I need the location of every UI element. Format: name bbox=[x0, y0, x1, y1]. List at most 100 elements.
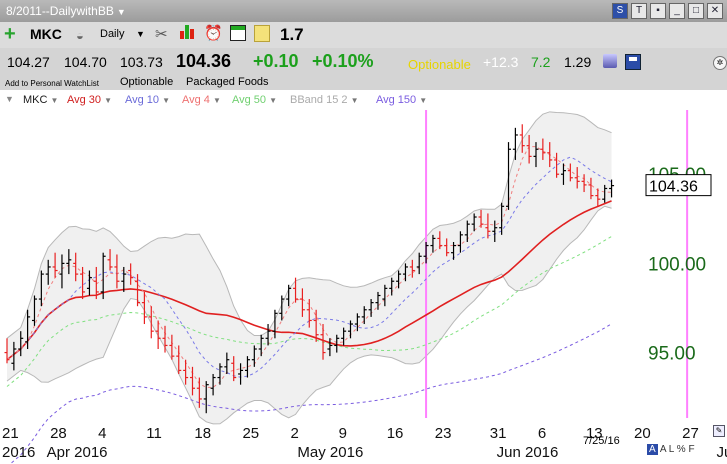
ohlc-bar bbox=[217, 363, 223, 385]
legend-avg4[interactable]: Avg 4 ▼ bbox=[182, 94, 221, 106]
alarm-clock-icon[interactable]: ⏰ bbox=[204, 25, 223, 42]
ohlc-bar bbox=[334, 334, 340, 353]
ohlc-bar bbox=[59, 254, 65, 289]
ohlc-bar bbox=[609, 179, 615, 198]
industry-label[interactable]: Packaged Foods bbox=[186, 76, 269, 88]
ohlc-bar bbox=[107, 249, 113, 271]
indicator-legend: ▼ MKC ▼ Avg 30 ▼ Avg 10 ▼ Avg 4 ▼ Avg 50… bbox=[0, 91, 727, 109]
database-icon[interactable] bbox=[603, 54, 617, 68]
optionable-label: Optionable bbox=[408, 57, 471, 72]
save-window-icon[interactable]: ▪ bbox=[650, 3, 666, 19]
x-tick-label: 21 bbox=[2, 425, 19, 442]
add-icon[interactable]: + bbox=[4, 23, 16, 45]
metric-1: +12.3 bbox=[483, 54, 519, 70]
ohlc-bar bbox=[93, 266, 99, 300]
ohlc-bar bbox=[574, 167, 580, 189]
bollinger-lower-line bbox=[6, 205, 612, 425]
chart-bars-icon[interactable] bbox=[180, 25, 194, 39]
ohlc-bar bbox=[560, 163, 566, 185]
bollinger-upper-line bbox=[6, 111, 612, 339]
ohlc-bar bbox=[299, 288, 305, 317]
ohlc-bar bbox=[18, 331, 24, 357]
ohlc-bar bbox=[416, 252, 422, 275]
x-tick-label: 13 bbox=[586, 425, 603, 442]
ohlc-bar bbox=[25, 309, 31, 350]
ohlc-bar bbox=[430, 234, 436, 253]
chart-tools[interactable]: A A L % F bbox=[647, 444, 695, 455]
x-tick-label: 31 bbox=[490, 425, 507, 442]
ohlc-bar bbox=[382, 284, 388, 307]
low-price: 103.73 bbox=[120, 54, 163, 70]
quote-panel: 104.27 104.70 103.73 104.36 +0.10 +0.10%… bbox=[0, 48, 727, 90]
period-dropdown-icon[interactable]: ▼ bbox=[136, 29, 145, 39]
tools-icon[interactable]: ✂ bbox=[155, 26, 168, 43]
notes-icon[interactable] bbox=[254, 25, 270, 42]
ohlc-bar bbox=[423, 241, 429, 264]
last-price-label: 104.36 bbox=[649, 179, 698, 196]
ohlc-bar bbox=[135, 274, 141, 307]
ohlc-bar bbox=[471, 213, 477, 232]
legend-avg150[interactable]: Avg 150 ▼ bbox=[376, 94, 428, 106]
collapse-icon[interactable]: ▼ bbox=[5, 94, 14, 104]
ohlc-bar bbox=[141, 291, 147, 325]
symbol-lookup-icon[interactable]: ◒ bbox=[76, 28, 84, 43]
ohlc-bar bbox=[602, 184, 608, 203]
ohlc-bar bbox=[396, 270, 402, 289]
y-tick-label: 95.00 bbox=[648, 344, 696, 365]
ohlc-bar bbox=[210, 373, 216, 396]
ohlc-bar bbox=[348, 320, 353, 339]
legend-avg30[interactable]: Avg 30 ▼ bbox=[67, 94, 113, 106]
legend-bband[interactable]: BBand 15 2 ▼ bbox=[290, 94, 359, 106]
ohlc-bar bbox=[121, 266, 127, 292]
ohlc-bar bbox=[11, 341, 17, 371]
x-tick-label: 18 bbox=[194, 425, 211, 442]
period-select[interactable]: Daily bbox=[100, 28, 125, 40]
ohlc-bar bbox=[581, 174, 587, 193]
ohlc-bar bbox=[114, 254, 120, 289]
symbol-link-icon[interactable]: S bbox=[612, 3, 628, 19]
ohlc-bar bbox=[189, 366, 195, 396]
window-title[interactable]: 8/2011--DailywithBB ▼ bbox=[6, 4, 126, 18]
optionable-tag: Optionable bbox=[120, 76, 174, 88]
avg50-line bbox=[6, 236, 612, 387]
x-month-label: Apr 2016 bbox=[47, 444, 108, 461]
open-price: 104.27 bbox=[7, 54, 50, 70]
avg30-line bbox=[6, 200, 612, 361]
watchlist-link[interactable]: Add to Personal WatchList bbox=[5, 79, 99, 88]
save-icon[interactable] bbox=[625, 54, 641, 70]
ohlc-bar bbox=[203, 381, 209, 414]
window-controls: S T ▪ _ □ ✕ bbox=[612, 3, 723, 19]
ohlc-bar bbox=[492, 220, 498, 242]
ohlc-bar bbox=[306, 299, 312, 328]
draw-tool-icon[interactable]: ✎ bbox=[713, 425, 725, 437]
settings-gear-icon[interactable]: ✲ bbox=[713, 56, 727, 70]
ohlc-bar bbox=[231, 356, 237, 382]
symbol-field[interactable]: MKC bbox=[30, 26, 62, 42]
annotate-icon[interactable]: A bbox=[647, 444, 658, 455]
ohlc-bar bbox=[409, 259, 415, 278]
ohlc-bar bbox=[176, 345, 182, 374]
ohlc-bar bbox=[341, 327, 347, 346]
legend-symbol[interactable]: MKC ▼ bbox=[23, 94, 59, 106]
x-tick-label: 25 bbox=[242, 425, 259, 442]
close-icon[interactable]: ✕ bbox=[707, 3, 723, 19]
legend-avg10[interactable]: Avg 10 ▼ bbox=[125, 94, 171, 106]
x-tick-label: 28 bbox=[50, 425, 67, 442]
last-price-box bbox=[645, 174, 712, 197]
ohlc-bar bbox=[128, 263, 134, 285]
title-dropdown-icon[interactable]: ▼ bbox=[116, 7, 126, 17]
legend-avg50[interactable]: Avg 50 ▼ bbox=[232, 94, 278, 106]
ohlc-bar bbox=[368, 299, 374, 317]
maximize-icon[interactable]: □ bbox=[688, 3, 704, 19]
x-month-label: 2016 bbox=[2, 444, 35, 461]
toolbar: + MKC ◒ Daily ▼ ✂ ⏰ 1.7 bbox=[0, 22, 727, 48]
calendar-icon[interactable] bbox=[230, 25, 246, 41]
ohlc-bar bbox=[437, 231, 443, 250]
ohlc-bar bbox=[464, 220, 470, 242]
ohlc-bar bbox=[148, 306, 154, 339]
y-tick-label: 100.00 bbox=[648, 254, 706, 275]
timeframe-link-icon[interactable]: T bbox=[631, 3, 647, 19]
minimize-icon[interactable]: _ bbox=[669, 3, 685, 19]
x-tick-label: 20 bbox=[634, 425, 651, 442]
